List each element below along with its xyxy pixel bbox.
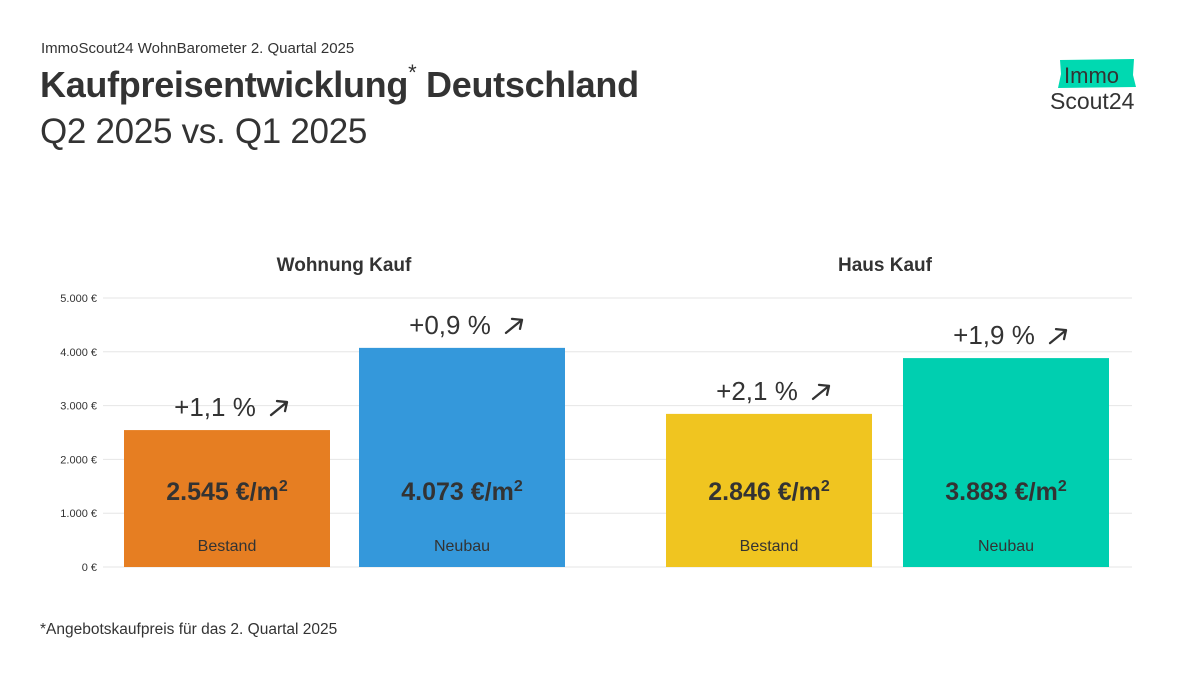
footnote: *Angebotskaufpreis für das 2. Quartal 20… (40, 621, 338, 638)
y-tick-label: 3.000 € (60, 401, 97, 413)
report-kicker: ImmoScout24 WohnBarometer 2. Quartal 202… (41, 40, 355, 57)
trend-up-arrow-icon (811, 383, 831, 401)
trend-up-arrow-icon (269, 399, 289, 417)
page-title: Kaufpreisentwicklung* Deutschland (40, 60, 639, 106)
trend-up-arrow-icon (504, 317, 524, 335)
change-label: +2,1 % (716, 376, 798, 406)
bar-value-label: 3.883 €/m2 (945, 478, 1067, 506)
bar-category-label: Neubau (978, 538, 1034, 555)
bar-category-label: Bestand (740, 538, 799, 555)
change-label: +1,1 % (174, 392, 256, 422)
group-label: Wohnung Kauf (277, 255, 412, 276)
bar (666, 413, 872, 567)
title-main: Kaufpreisentwicklung (40, 64, 409, 105)
y-tick-label: 2.000 € (60, 454, 97, 466)
change-label: +1,9 % (953, 320, 1035, 350)
unit-superscript: 2 (514, 478, 523, 495)
logo-accent-shape (1058, 59, 1136, 88)
bar-value-label: 2.545 €/m2 (166, 478, 288, 506)
logo-text-bottom: Scout24 (1050, 88, 1135, 114)
trend-up-arrow-icon (1048, 327, 1068, 345)
group-label: Haus Kauf (838, 255, 933, 276)
bar-category-label: Neubau (434, 538, 490, 555)
bar-category-label: Bestand (198, 538, 257, 555)
unit-superscript: 2 (1058, 478, 1067, 495)
bar-value-label: 4.073 €/m2 (401, 478, 523, 506)
page-subtitle: Q2 2025 vs. Q1 2025 (40, 112, 368, 151)
change-label: +0,9 % (409, 310, 491, 340)
bar (124, 430, 330, 567)
immoscout24-logo: Immo Scout24 (1050, 59, 1136, 114)
unit-superscript: 2 (821, 478, 830, 495)
bar (903, 358, 1109, 567)
y-tick-label: 1.000 € (60, 508, 97, 520)
y-tick-label: 0 € (82, 562, 97, 574)
logo-text-top: Immo (1064, 63, 1119, 88)
y-tick-label: 4.000 € (60, 347, 97, 359)
y-tick-label: 5.000 € (60, 293, 97, 305)
title-region: Deutschland (416, 64, 639, 105)
title-footnote-mark: * (408, 60, 417, 85)
bar (359, 347, 565, 567)
bar-value-label: 2.846 €/m2 (708, 478, 830, 506)
unit-superscript: 2 (279, 478, 288, 495)
